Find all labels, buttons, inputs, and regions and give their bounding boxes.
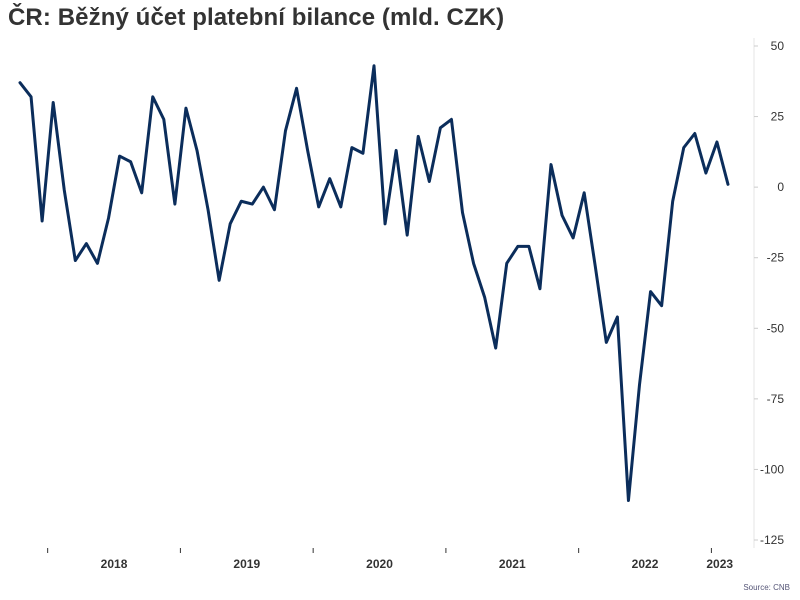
x-tick-label: 2019 — [233, 557, 260, 571]
y-axis: 50 25 0 -25 -50 -75 -100 -125 — [754, 39, 784, 547]
chart-title: ČR: Běžný účet platební bilance (mld. CZ… — [8, 4, 505, 31]
y-tick-label: 0 — [777, 180, 784, 194]
x-tick-label: 2023 — [706, 557, 733, 571]
x-tick-label: 2022 — [632, 557, 659, 571]
series-layer — [18, 64, 730, 502]
x-axis: 2018 2019 2020 2021 2022 2023 — [47, 548, 733, 571]
y-tick-label: 25 — [771, 110, 785, 124]
y-tick-label: -75 — [767, 392, 785, 406]
x-tick-label: 2020 — [366, 557, 393, 571]
y-tick-label: -100 — [760, 462, 784, 476]
y-tick-label: 50 — [771, 39, 785, 53]
y-tick-label: -50 — [767, 321, 785, 335]
y-tick-label: -25 — [767, 251, 785, 265]
x-tick-label: 2018 — [101, 557, 128, 571]
series-line — [18, 64, 730, 502]
x-tick-label: 2021 — [499, 557, 526, 571]
source-note: Source: CNB — [743, 583, 790, 592]
y-tick-label: -125 — [760, 533, 784, 547]
